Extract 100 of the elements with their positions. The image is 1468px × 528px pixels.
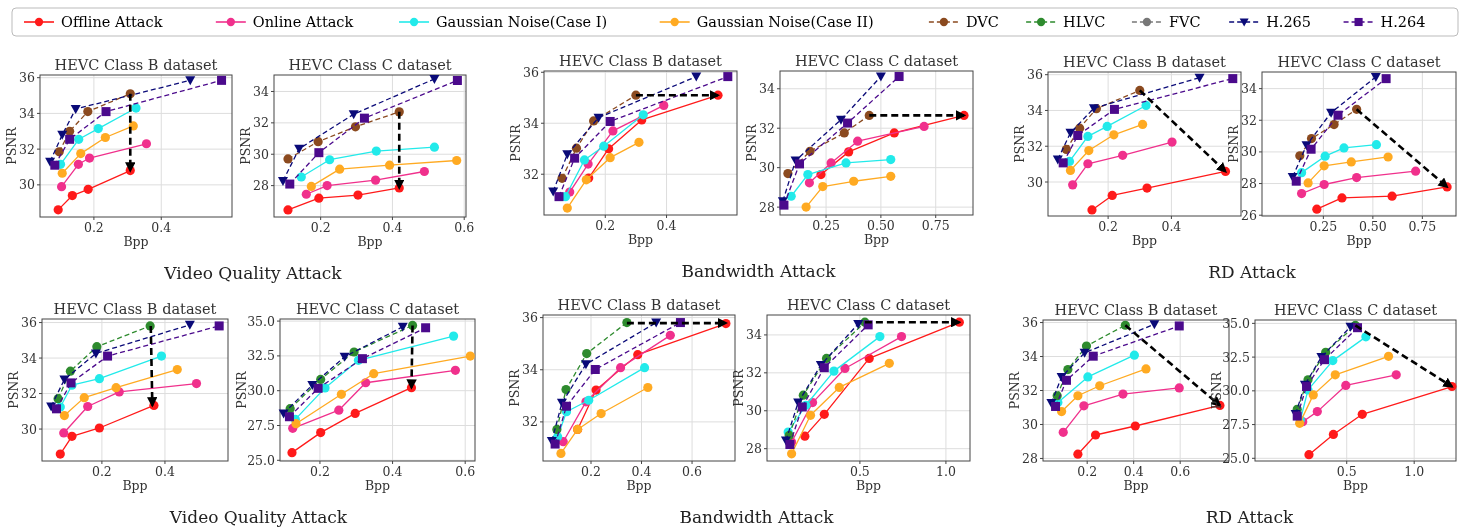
y-tick-label: 25.0 (1222, 450, 1251, 466)
legend-label: FVC (1168, 14, 1201, 30)
text: RD Attack (1205, 507, 1294, 527)
chart-title: HEVC Class C dataset (794, 53, 959, 69)
y-tick-label: 30.0 (1222, 383, 1251, 399)
y-tick-label: 32 (253, 115, 269, 131)
x-tick-label: 1.0 (935, 464, 956, 479)
chart-title: HEVC Class B dataset (53, 301, 217, 317)
y-tick-label: 36 (19, 70, 36, 86)
y-tick-label: 27.5 (1222, 417, 1250, 433)
y-tick-label: 28 (1022, 450, 1039, 466)
y-tick-label: 32 (523, 166, 539, 182)
y-tick-label: 26 (1241, 207, 1258, 223)
y-axis-title: PSNR (234, 370, 249, 409)
x-tick-label: 0.4 (631, 464, 652, 479)
x-tick-label: 0.75 (1408, 219, 1437, 234)
x-tick-label: 0.2 (91, 464, 112, 479)
y-tick-label: 30 (1027, 174, 1044, 190)
x-axis-title: Bpp (364, 478, 391, 493)
y-tick-label: 32 (1241, 112, 1257, 128)
chart-title: HEVC Class B dataset (1054, 302, 1218, 318)
y-tick-label: 32 (522, 414, 538, 430)
y-tick-label: 36 (522, 310, 539, 326)
x-tick-label: 0.2 (310, 464, 330, 479)
x-tick-label: 0.6 (682, 464, 703, 479)
y-tick-label: 36 (523, 64, 540, 80)
text: Bandwidth Attack (681, 261, 837, 281)
x-axis-title: Bpp (1123, 478, 1149, 493)
y-tick-label: 30 (21, 421, 38, 437)
y-axis-title: PSNR (1012, 124, 1027, 163)
chart-title: HEVC Class B dataset (1063, 54, 1227, 70)
x-axis-title: Bpp (1131, 233, 1158, 248)
chart-title: HEVC Class C dataset (288, 57, 452, 73)
x-tick-label: 0.25 (812, 218, 840, 233)
y-tick-label: 28 (253, 178, 270, 194)
text: Video Quality Attack (168, 507, 348, 527)
x-axis-title: Bpp (863, 232, 890, 247)
x-tick-label: 0.4 (382, 220, 403, 235)
y-tick-label: 30.0 (247, 383, 276, 399)
y-axis-title: PSNR (731, 368, 746, 407)
x-tick-label: 0.4 (151, 220, 172, 235)
x-tick-label: 0.4 (155, 464, 175, 479)
legend-label: Gaussian Noise(Case I) (436, 14, 608, 30)
legend-label: DVC (965, 14, 999, 30)
y-tick-label: 30 (253, 146, 270, 162)
y-axis-title: PSNR (508, 123, 523, 162)
y-tick-label: 34 (21, 350, 38, 366)
legend-label: H.265 (1266, 14, 1312, 30)
y-tick-label: 35.0 (1222, 315, 1251, 331)
x-tick-label: 0.5 (849, 464, 870, 479)
x-tick-label: 0.50 (1358, 219, 1387, 234)
x-tick-label: 0.75 (921, 218, 950, 233)
y-axis-title: PSNR (744, 123, 759, 162)
y-tick-label: 32 (1022, 383, 1038, 398)
y-axis-title: PSNR (1209, 371, 1224, 410)
y-tick-label: 28 (1241, 176, 1258, 192)
y-tick-label: 32 (21, 386, 37, 402)
x-tick-label: 0.2 (581, 464, 601, 479)
y-tick-label: 32 (759, 120, 775, 136)
x-axis-title: Bpp (1342, 478, 1369, 493)
y-axis-title: PSNR (1007, 371, 1022, 410)
y-tick-label: 32 (19, 141, 35, 157)
legend-label: Online Attack (252, 14, 354, 30)
chart-title: HEVC Class B dataset (559, 53, 723, 69)
chart-title: HEVC Class B dataset (557, 297, 721, 313)
x-tick-label: 0.2 (595, 218, 616, 233)
y-tick-label: 32 (746, 365, 762, 381)
legend-label: Gaussian Noise(Case II) (696, 14, 874, 30)
y-tick-label: 34 (522, 362, 539, 378)
y-tick-label: 30 (746, 403, 763, 419)
y-tick-label: 34 (1022, 349, 1039, 365)
y-tick-label: 28 (759, 199, 776, 215)
chart-title: HEVC Class C dataset (786, 297, 951, 313)
y-tick-label: 30 (1241, 144, 1258, 160)
y-axis-title: PSNR (6, 370, 21, 409)
x-tick-label: 0.6 (454, 220, 475, 235)
y-tick-label: 34 (746, 327, 763, 343)
y-axis-title: PSNR (1226, 124, 1241, 163)
y-tick-label: 34 (19, 105, 36, 121)
y-tick-label: 30 (1022, 416, 1039, 432)
x-axis-title: Bpp (122, 478, 148, 493)
y-tick-label: 34 (1027, 102, 1044, 118)
y-tick-label: 34 (253, 83, 270, 99)
y-axis-title: PSNR (507, 368, 522, 407)
x-axis-title: Bpp (1346, 233, 1372, 248)
y-axis-title: PSNR (238, 126, 253, 165)
x-axis-title: Bpp (855, 478, 882, 493)
x-tick-label: 0.4 (1161, 219, 1182, 234)
x-axis-title: Bpp (626, 478, 652, 493)
x-tick-label: 0.4 (1123, 464, 1144, 479)
y-tick-label: 32.5 (247, 348, 275, 364)
y-tick-label: 36 (21, 315, 38, 331)
y-tick-label: 36 (1022, 315, 1039, 331)
x-tick-label: 0.2 (1098, 219, 1119, 234)
x-axis-title: Bpp (123, 234, 149, 249)
legend-label: H.264 (1380, 14, 1426, 30)
x-tick-label: 0.4 (656, 218, 677, 233)
chart-title: HEVC Class C dataset (1273, 302, 1438, 318)
x-tick-label: 0.6 (1170, 464, 1191, 479)
x-axis-title: Bpp (357, 234, 383, 249)
